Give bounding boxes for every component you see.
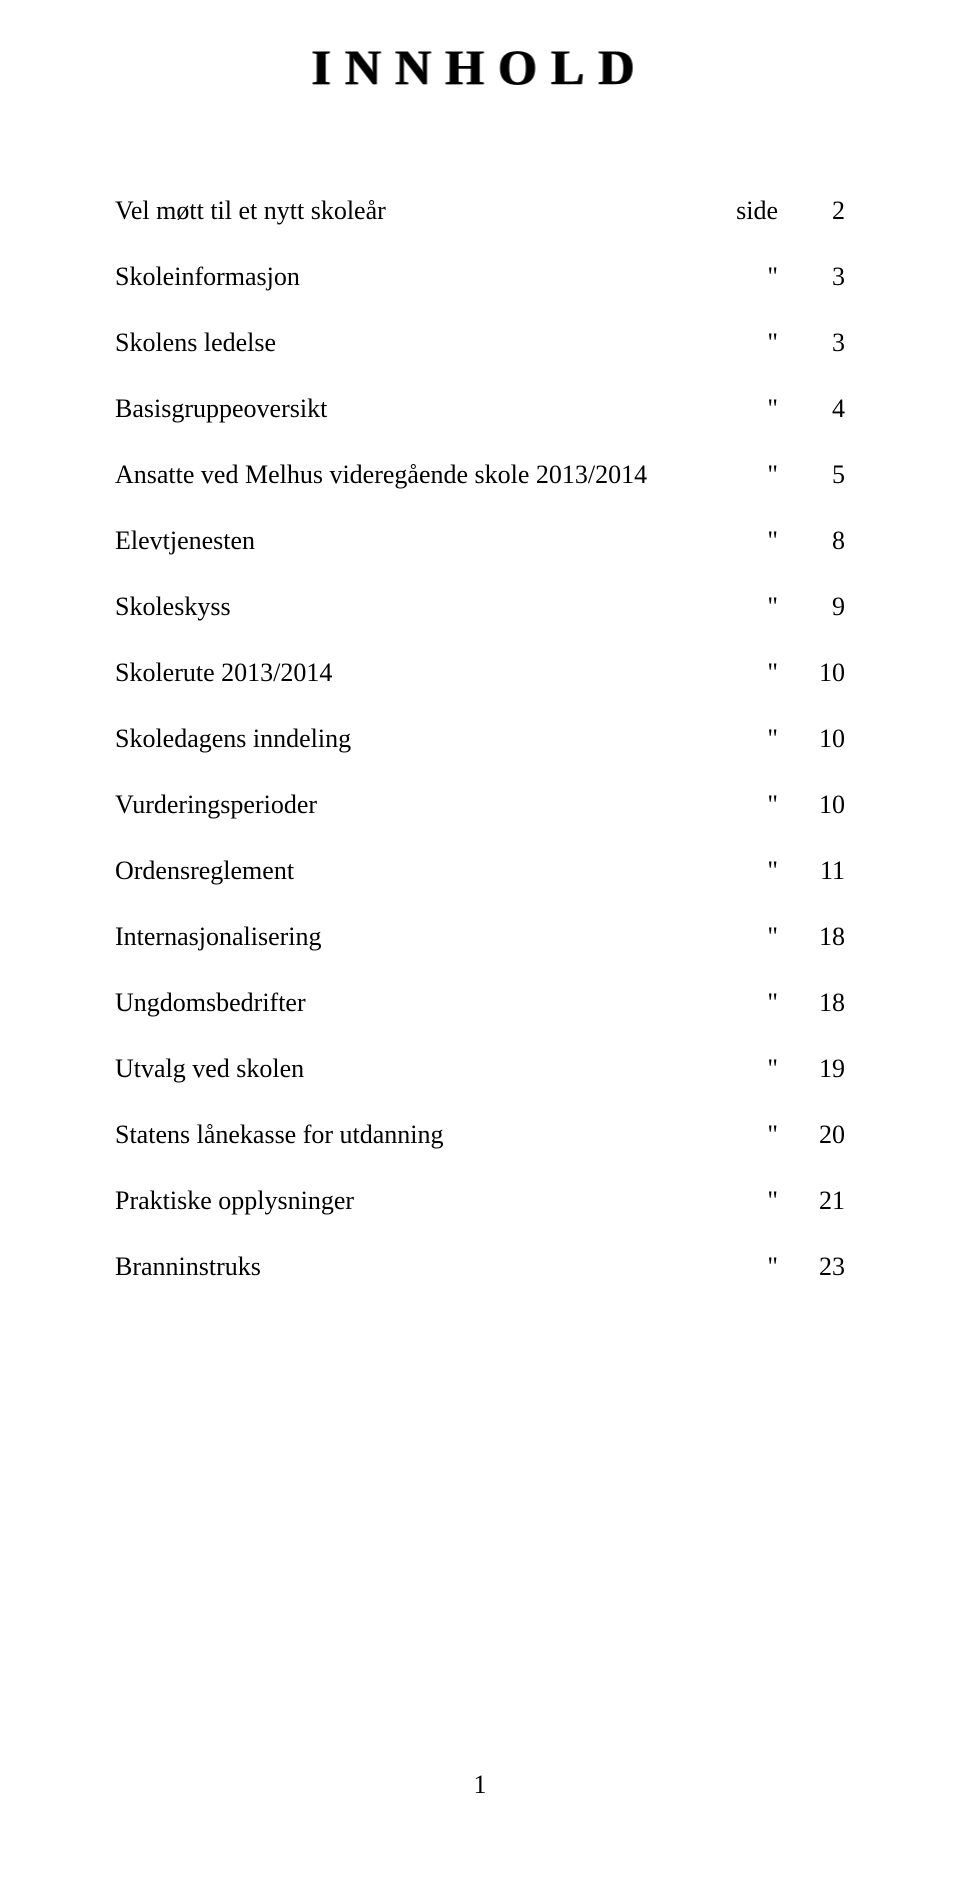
toc-entry-label: Praktiske opplysninger [115, 1186, 718, 1216]
toc-entry-page: 21 [793, 1186, 845, 1216]
toc-row: Basisgruppeoversikt"4 [115, 394, 845, 424]
toc-entry-label: Skolerute 2013/2014 [115, 658, 718, 688]
toc-row: Skoledagens inndeling"10 [115, 724, 845, 754]
toc-entry-label: Vurderingsperioder [115, 790, 718, 820]
toc-entry-page: 10 [793, 724, 845, 754]
page-number: 1 [0, 1770, 960, 1800]
toc-entry-page: 5 [793, 460, 845, 490]
toc-entry-marker: " [718, 592, 793, 622]
toc-entry-marker: side [718, 196, 793, 226]
toc-entry-marker: " [718, 1120, 793, 1150]
toc-entry-label: Skolens ledelse [115, 328, 718, 358]
toc-entry-marker: " [718, 724, 793, 754]
toc-row: Ordensreglement"11 [115, 856, 845, 886]
page-container: INNHOLD Vel møtt til et nytt skoleårside… [0, 0, 960, 1282]
toc-row: Utvalg ved skolen"19 [115, 1054, 845, 1084]
toc-entry-marker: " [718, 262, 793, 292]
toc-row: Statens lånekasse for utdanning"20 [115, 1120, 845, 1150]
toc-entry-page: 18 [793, 988, 845, 1018]
toc-entry-marker: " [718, 526, 793, 556]
toc-entry-page: 10 [793, 790, 845, 820]
toc-entry-marker: " [718, 1252, 793, 1282]
toc-entry-marker: " [718, 790, 793, 820]
toc-entry-label: Utvalg ved skolen [115, 1054, 718, 1084]
toc-entry-page: 3 [793, 328, 845, 358]
toc-entry-page: 2 [793, 196, 845, 226]
toc-entry-label: Statens lånekasse for utdanning [115, 1120, 718, 1150]
toc-list: Vel møtt til et nytt skoleårside2 Skolein… [115, 196, 845, 1282]
toc-entry-page: 11 [793, 856, 845, 886]
toc-entry-label: Basisgruppeoversikt [115, 394, 718, 424]
toc-entry-marker: " [718, 1054, 793, 1084]
toc-entry-label: Internasjonalisering [115, 922, 718, 952]
toc-entry-page: 3 [793, 262, 845, 292]
toc-entry-marker: " [718, 328, 793, 358]
toc-entry-label: Skoleinformasjon [115, 262, 718, 292]
toc-entry-label: Ungdomsbedrifter [115, 988, 718, 1018]
toc-entry-page: 10 [793, 658, 845, 688]
toc-row: Skoleskyss"9 [115, 592, 845, 622]
toc-entry-label: Branninstruks [115, 1252, 718, 1282]
toc-entry-page: 19 [793, 1054, 845, 1084]
toc-row: Ungdomsbedrifter"18 [115, 988, 845, 1018]
toc-row: Branninstruks"23 [115, 1252, 845, 1282]
toc-entry-marker: " [718, 988, 793, 1018]
toc-row: Praktiske opplysninger"21 [115, 1186, 845, 1216]
page-title: INNHOLD [115, 38, 845, 96]
toc-entry-label: Skoledagens inndeling [115, 724, 718, 754]
toc-entry-marker: " [718, 658, 793, 688]
toc-row: Vel møtt til et nytt skoleårside2 [115, 196, 845, 226]
toc-row: Ansatte ved Melhus videregående skole 20… [115, 460, 845, 490]
toc-entry-page: 8 [793, 526, 845, 556]
toc-row: Skolens ledelse"3 [115, 328, 845, 358]
toc-row: Vurderingsperioder"10 [115, 790, 845, 820]
toc-entry-marker: " [718, 1186, 793, 1216]
toc-row: Elevtjenesten"8 [115, 526, 845, 556]
toc-entry-label: Ansatte ved Melhus videregående skole 20… [115, 460, 718, 490]
toc-entry-marker: " [718, 460, 793, 490]
toc-entry-page: 9 [793, 592, 845, 622]
toc-entry-label: Skoleskyss [115, 592, 718, 622]
toc-entry-marker: " [718, 394, 793, 424]
toc-entry-label: Elevtjenesten [115, 526, 718, 556]
toc-entry-page: 4 [793, 394, 845, 424]
toc-entry-label: Vel møtt til et nytt skoleår [115, 196, 718, 226]
toc-row: Internasjonalisering"18 [115, 922, 845, 952]
toc-row: Skoleinformasjon"3 [115, 262, 845, 292]
toc-entry-page: 20 [793, 1120, 845, 1150]
toc-entry-marker: " [718, 856, 793, 886]
toc-row: Skolerute 2013/2014"10 [115, 658, 845, 688]
toc-entry-marker: " [718, 922, 793, 952]
toc-entry-label: Ordensreglement [115, 856, 718, 886]
toc-entry-page: 18 [793, 922, 845, 952]
toc-entry-page: 23 [793, 1252, 845, 1282]
